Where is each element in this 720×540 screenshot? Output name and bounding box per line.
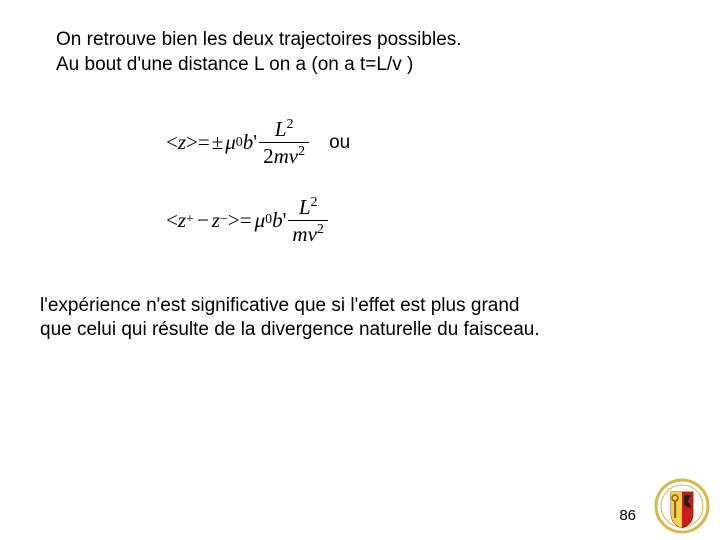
eq2-minus-sub: − (220, 212, 228, 228)
eq2-den-v: v (308, 222, 317, 246)
eq1-den-sup: 2 (298, 144, 305, 159)
page-number: 86 (619, 507, 636, 524)
intro-line-1: On retrouve bien les deux trajectoires p… (56, 29, 462, 50)
eq2-zplus: z (178, 208, 186, 233)
eq2-mu: μ (255, 208, 266, 233)
eq1-num-L: L (275, 117, 287, 141)
university-seal-icon (654, 478, 710, 534)
eq1-plusminus: ± (212, 130, 224, 155)
eq1-mu: μ (225, 130, 236, 155)
eq1-z: z (178, 130, 186, 155)
eq2-prime: ' (283, 208, 287, 233)
equation-2-row: < z + − z − > = μ 0 b ' L2 mv2 (166, 195, 670, 246)
conclusion-line-1: l'expérience n'est significative que si … (40, 295, 519, 316)
eq1-angle-close: > (186, 130, 198, 155)
eq1-mu-sub: 0 (236, 135, 243, 151)
eq2-angle-open: < (166, 208, 178, 233)
conclusion-paragraph: l'expérience n'est significative que si … (40, 294, 670, 343)
eq1-prime: ' (253, 130, 257, 155)
eq1-num-sup: 2 (286, 117, 293, 132)
eq2-fraction: L2 mv2 (288, 195, 328, 246)
ou-connector: ou (329, 132, 350, 154)
eq1-angle-open: < (166, 130, 178, 155)
eq2-num-sup: 2 (311, 195, 318, 210)
eq1-den-v: v (289, 144, 298, 168)
equation-2: < z + − z − > = μ 0 b ' L2 mv2 (166, 195, 330, 246)
equation-1: < z > = ± μ 0 b ' L2 2mv2 (166, 117, 311, 168)
eq1-equals: = (198, 130, 210, 155)
eq2-mu-sub: 0 (265, 212, 272, 228)
equation-1-row: < z > = ± μ 0 b ' L2 2mv2 ou (166, 117, 670, 168)
intro-paragraph: On retrouve bien les deux trajectoires p… (56, 28, 670, 77)
conclusion-line-2: que celui qui résulte de la divergence n… (40, 319, 540, 340)
eq1-b: b (243, 130, 254, 155)
eq2-plus-sub: + (186, 212, 194, 228)
eq2-den-m: m (292, 222, 307, 246)
eq2-zminus: z (212, 208, 220, 233)
eq2-angle-close: > (228, 208, 240, 233)
eq2-num-L: L (299, 195, 311, 219)
eq2-b: b (272, 208, 283, 233)
eq2-den-sup: 2 (317, 222, 324, 237)
eq1-fraction: L2 2mv2 (259, 117, 309, 168)
intro-line-2: Au bout d'une distance L on a (on a t=L/… (56, 54, 413, 75)
eq1-den-m: m (274, 144, 289, 168)
eq2-minus-op: − (197, 208, 209, 233)
eq1-den-2: 2 (263, 144, 274, 168)
eq2-equals: = (240, 208, 252, 233)
